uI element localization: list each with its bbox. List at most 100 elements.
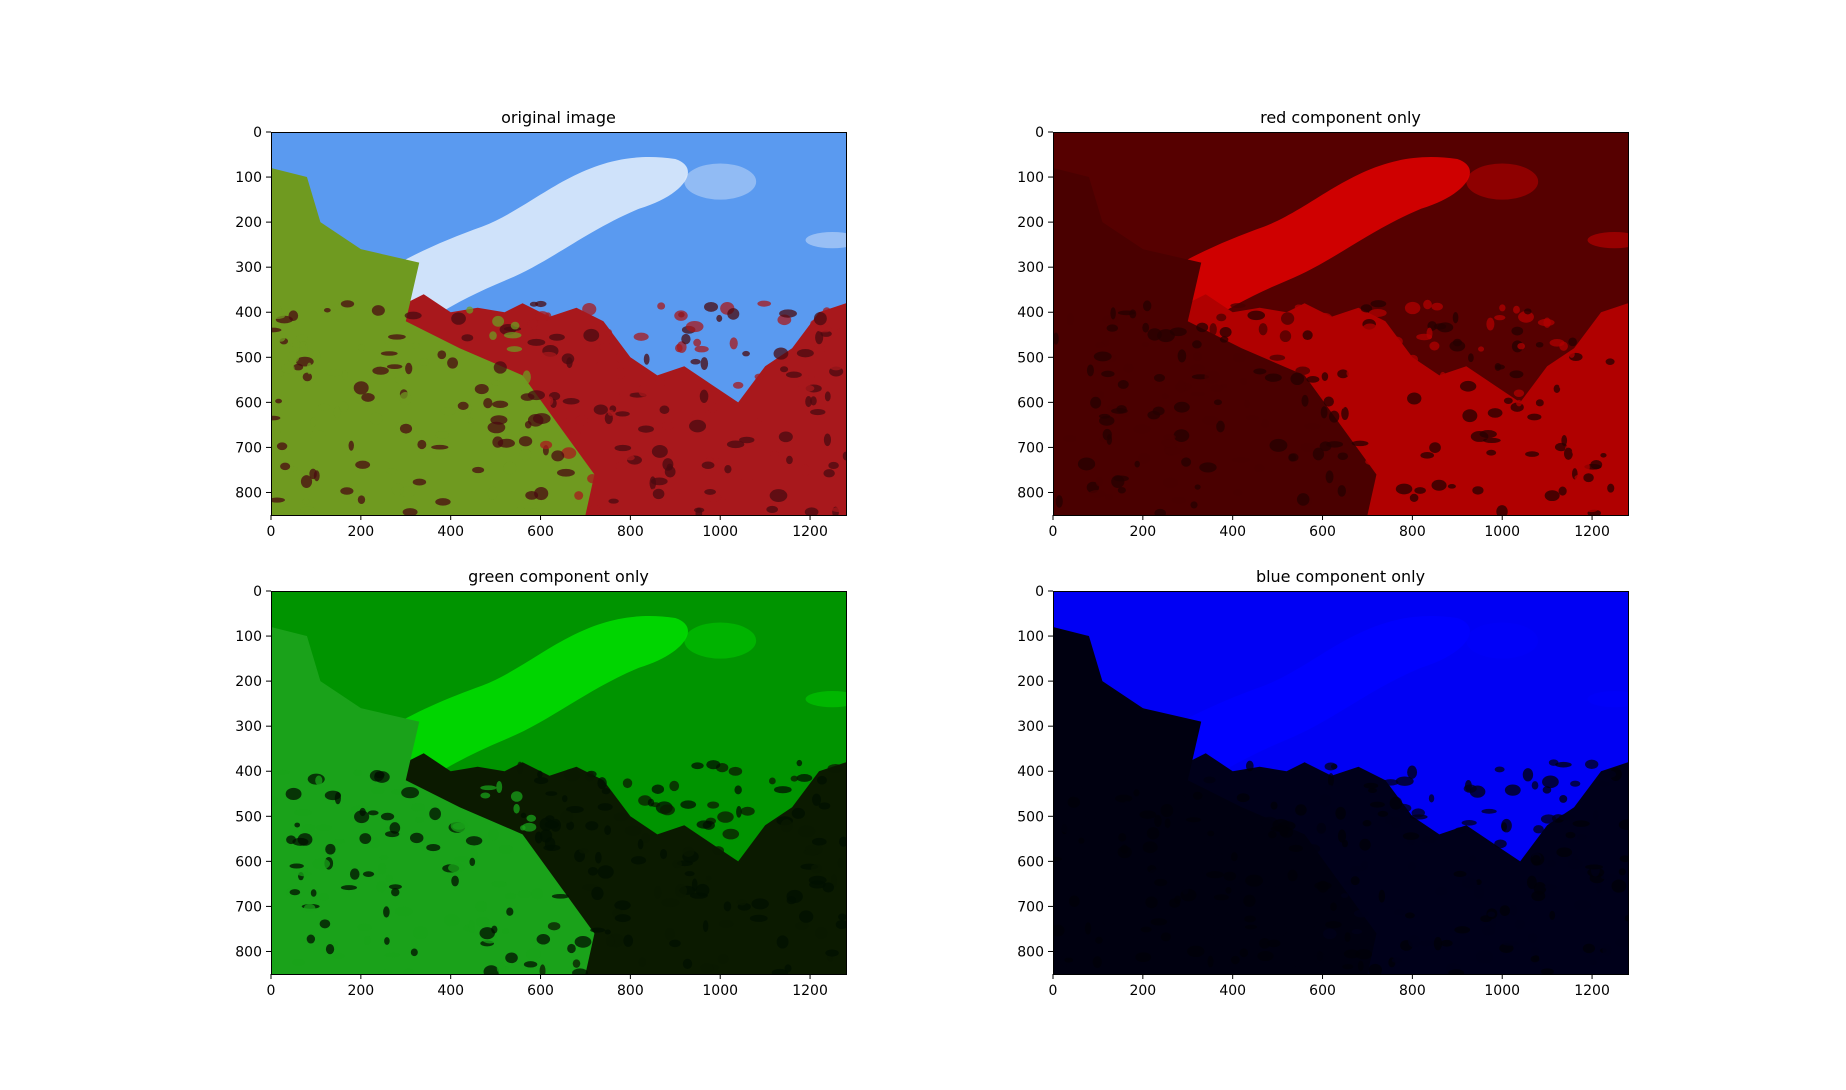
y-tick-label: 400 [235, 764, 262, 780]
leaf-texture [451, 312, 466, 325]
leaf-texture [1429, 341, 1440, 351]
leaf-texture [540, 351, 557, 358]
leaf-texture [1206, 871, 1224, 879]
leaf-texture [1607, 483, 1615, 493]
leaf-texture [619, 389, 631, 398]
leaf-texture [1559, 341, 1568, 351]
leaf-texture [613, 812, 629, 822]
leaf-texture [525, 491, 539, 500]
leaf-texture [785, 371, 802, 378]
leaf-texture [1219, 826, 1231, 832]
y-tick-label: 400 [1017, 305, 1044, 321]
leaf-texture [561, 447, 577, 459]
leaf-texture [1213, 399, 1222, 406]
x-tick-label: 1000 [702, 983, 738, 999]
leaf-texture [1402, 832, 1420, 840]
leaf-texture [1511, 326, 1524, 336]
leaf-texture [664, 927, 675, 940]
leaf-texture [367, 810, 379, 816]
x-tick-label: 600 [527, 983, 554, 999]
x-tick-label: 400 [437, 983, 464, 999]
leaf-texture [1153, 374, 1165, 382]
leaf-texture [488, 828, 499, 841]
leaf-texture [1341, 406, 1349, 421]
leaf-texture [651, 445, 668, 458]
leaf-texture [1365, 458, 1377, 465]
leaf-texture [1619, 855, 1628, 863]
leaf-texture [1458, 477, 1472, 486]
leaf-texture [369, 770, 385, 782]
leaf-texture [1270, 801, 1278, 810]
leaf-texture [309, 468, 317, 480]
leaf-texture [810, 396, 817, 406]
leaf-texture [604, 825, 612, 836]
leaf-texture [1306, 916, 1317, 928]
leaf-texture [271, 497, 285, 503]
leaf-texture [625, 455, 635, 461]
leaf-texture [457, 401, 469, 410]
leaf-texture [292, 958, 305, 967]
leaf-texture [1306, 376, 1320, 383]
leaf-texture [595, 851, 602, 864]
leaf-texture [1259, 938, 1271, 949]
leaf-texture [1351, 929, 1363, 935]
leaf-texture [1245, 415, 1260, 421]
leaf-texture [386, 364, 403, 370]
leaf-texture [309, 430, 326, 442]
leaf-texture [1322, 928, 1337, 940]
leaf-texture [384, 937, 390, 945]
leaf-texture [1568, 350, 1575, 358]
leaf-texture [638, 384, 649, 397]
leaf-texture [315, 775, 323, 786]
leaf-texture [1346, 367, 1364, 379]
y-tick-label: 500 [235, 809, 262, 825]
leaf-texture [717, 811, 734, 823]
leaf-texture [784, 964, 792, 973]
leaf-texture [803, 849, 820, 856]
leaf-texture [506, 346, 523, 352]
leaf-texture [1095, 936, 1103, 944]
leaf-texture [275, 398, 282, 404]
leaf-texture [403, 968, 415, 974]
leaf-texture [1337, 829, 1347, 843]
leaf-texture [1149, 869, 1160, 878]
leaf-texture [1106, 324, 1119, 332]
leaf-texture [1531, 781, 1539, 790]
leaf-texture [1542, 775, 1559, 789]
leaf-texture [722, 828, 740, 840]
leaf-texture [315, 824, 333, 831]
leaf-texture [1487, 408, 1503, 418]
leaf-texture [1443, 418, 1453, 424]
leaf-texture [474, 383, 489, 395]
leaf-texture [377, 969, 393, 974]
leaf-texture [1409, 493, 1419, 502]
leaf-texture [1532, 384, 1539, 394]
leaf-texture [544, 312, 552, 321]
cloud-wisp [1587, 232, 1628, 249]
leaf-texture [1363, 782, 1379, 789]
leaf-texture [402, 508, 418, 515]
leaf-texture [1540, 814, 1557, 824]
leaf-texture [691, 878, 698, 891]
leaf-texture [1155, 862, 1166, 872]
leaf-texture [608, 498, 619, 504]
leaf-texture [1082, 852, 1089, 858]
leaf-texture [271, 481, 279, 491]
leaf-texture [1207, 955, 1214, 968]
leaf-texture [437, 350, 447, 360]
leaf-texture [1486, 317, 1495, 331]
leaf-texture [754, 418, 762, 424]
leaf-texture [1502, 940, 1519, 946]
leaf-texture [1173, 401, 1190, 413]
leaf-texture [1501, 818, 1512, 833]
leaf-texture [1481, 808, 1497, 814]
leaf-texture [1391, 957, 1403, 963]
leaf-texture [1453, 870, 1467, 878]
leaf-texture [1404, 301, 1421, 315]
leaf-texture [544, 837, 556, 851]
leaf-texture [1414, 487, 1426, 494]
leaf-texture [467, 417, 474, 424]
x-tick-label: 0 [1049, 983, 1058, 999]
leaf-texture [349, 868, 360, 880]
leaf-texture [1516, 399, 1522, 407]
